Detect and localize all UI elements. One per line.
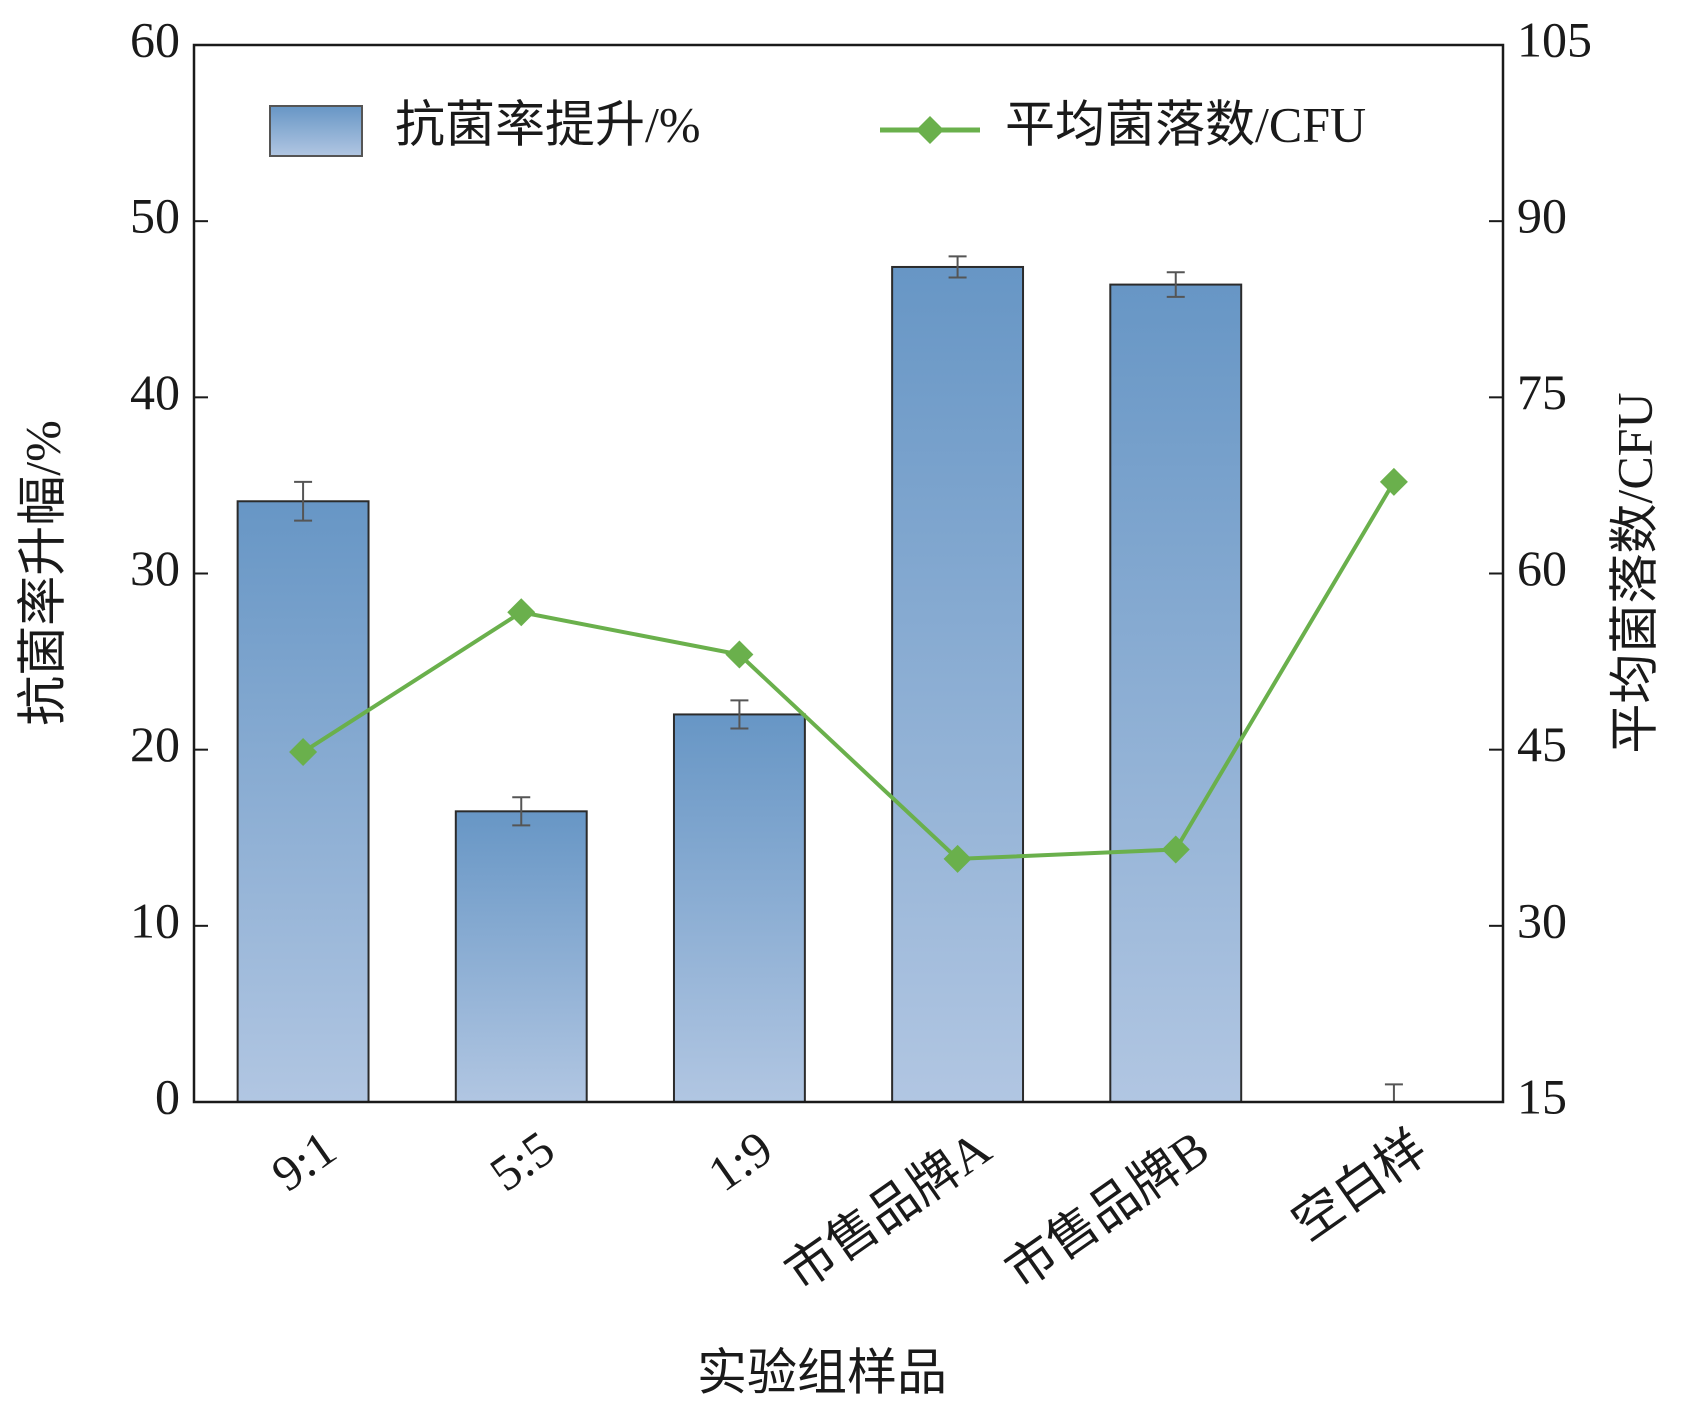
error-bar [730,699,749,730]
error-bar [294,480,313,522]
bar [891,265,1025,1104]
y-tick-label: 50 [130,188,180,244]
x-tick-label: 市售品牌A [775,1120,1001,1301]
x-tick-label: 9:1 [262,1120,346,1203]
x-tick-label: 5:5 [480,1120,564,1203]
legend-swatch [269,105,363,157]
marker [1161,835,1190,864]
x-tick-label: 市售品牌B [995,1120,1218,1300]
legend-label: 平均菌落数/CFU [1005,96,1366,152]
y2-tick-label: 90 [1517,188,1567,244]
bar [236,500,370,1103]
y2-axis-title: 平均菌落数/CFU [1606,392,1662,753]
y2-tick-label: 60 [1517,540,1567,596]
y2-tick-label: 75 [1517,364,1567,420]
bar [1109,283,1243,1103]
y-tick-label: 60 [130,11,180,67]
y-tick-label: 20 [130,716,180,772]
x-tick-label: 1:9 [698,1120,782,1203]
line [302,480,1396,861]
error-bar [1384,1083,1403,1102]
x-axis-title: 实验组样品 [697,1344,947,1400]
y-tick-label: 40 [130,364,180,420]
y2-tick-label: 45 [1517,716,1567,772]
y-tick-label: 0 [155,1068,180,1124]
marker [289,738,318,767]
y-tick-label: 10 [130,892,180,948]
y2-tick-label: 105 [1517,11,1592,67]
bar [454,810,588,1103]
marker [1379,467,1408,496]
x-tick-label: 空白样 [1282,1120,1437,1252]
legend-label: 抗菌率提升/% [395,96,701,152]
bar [672,713,806,1104]
marker [725,640,754,669]
error-bar [948,255,967,279]
y2-tick-label: 30 [1517,892,1567,948]
error-bar [1166,271,1185,298]
y-tick-label: 30 [130,540,180,596]
y-axis-title: 抗菌率升幅/% [14,420,70,726]
plot-frame [192,43,1505,1104]
y2-tick-label: 15 [1517,1068,1567,1124]
marker [943,844,972,873]
marker [507,598,536,627]
error-bar [512,796,531,827]
legend-marker [916,116,944,144]
